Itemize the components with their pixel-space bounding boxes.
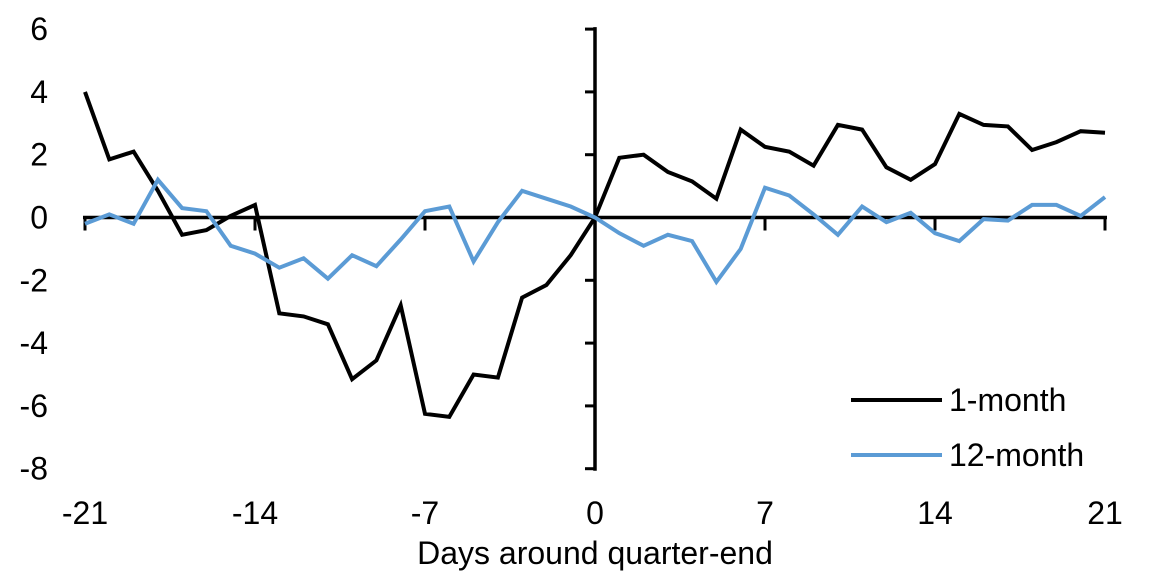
legend-item: 1-month — [851, 382, 1066, 418]
x-tick-label: 14 — [917, 495, 953, 531]
x-tick-label: -21 — [62, 495, 108, 531]
legend-label: 1-month — [949, 382, 1066, 418]
x-tick-label: 7 — [756, 495, 774, 531]
y-tick-label: -8 — [20, 451, 48, 487]
y-tick-label: 2 — [30, 137, 48, 173]
y-tick-label: 6 — [30, 11, 48, 47]
legend-item: 12-month — [851, 437, 1084, 473]
y-tick-label: 4 — [30, 74, 48, 110]
series-line-12-month — [84, 176, 1107, 286]
series-layer — [83, 91, 1107, 420]
x-tick-label: -7 — [411, 495, 439, 531]
x-tick-label: 21 — [1087, 495, 1123, 531]
x-axis-title: Days around quarter-end — [417, 535, 773, 571]
y-tick-label: -6 — [20, 388, 48, 424]
legend-label: 12-month — [949, 437, 1084, 473]
y-tick-label: -2 — [20, 262, 48, 298]
legend: 1-month 12-month — [851, 382, 1084, 473]
tick-labels-layer: -21 -14 -7 0 7 14 21 6 4 2 0 -2 -4 -6 -8 — [20, 11, 1123, 531]
x-tick-label: -14 — [232, 495, 278, 531]
y-tick-label: -4 — [20, 325, 48, 361]
y-tick-label: 0 — [30, 200, 48, 236]
x-tick-label: 0 — [586, 495, 604, 531]
